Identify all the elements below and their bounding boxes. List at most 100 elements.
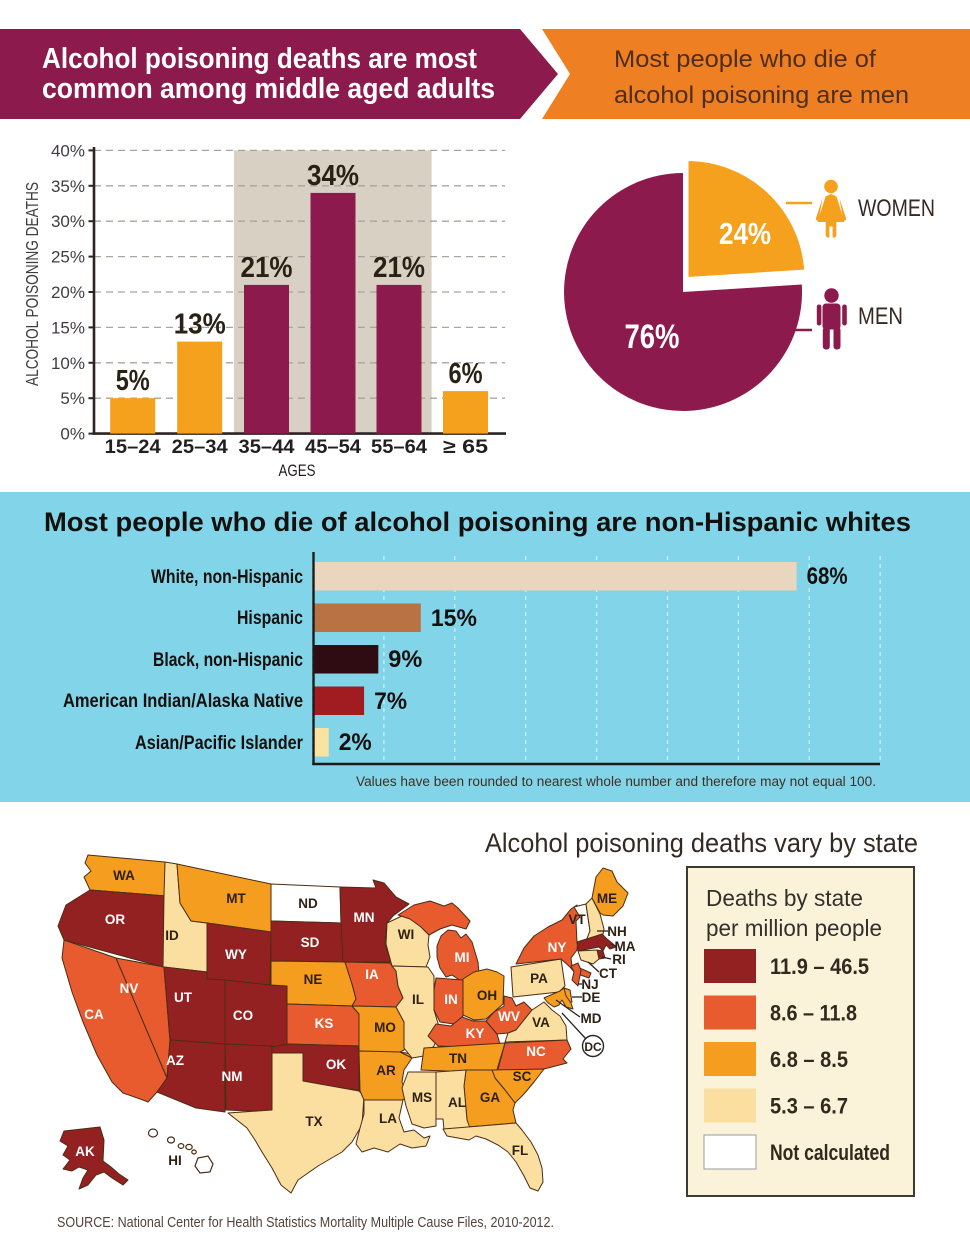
svg-text:UT: UT xyxy=(174,990,193,1005)
svg-text:SOURCE: National Center for He: SOURCE: National Center for Health Stati… xyxy=(57,1215,554,1231)
svg-text:40%: 40% xyxy=(51,141,85,160)
svg-text:21%: 21% xyxy=(241,252,293,284)
svg-text:TN: TN xyxy=(449,1051,467,1066)
svg-text:10%: 10% xyxy=(51,354,85,373)
svg-text:Deaths by state: Deaths by state xyxy=(706,885,863,911)
svg-text:Values have been rounded to ne: Values have been rounded to nearest whol… xyxy=(356,774,876,789)
svg-text:MD: MD xyxy=(581,1011,602,1026)
svg-text:FL: FL xyxy=(512,1143,529,1158)
svg-text:MA: MA xyxy=(615,939,636,954)
svg-text:15%: 15% xyxy=(431,605,477,632)
svg-text:IN: IN xyxy=(444,992,458,1007)
svg-text:NV: NV xyxy=(120,981,139,996)
svg-text:Not calculated: Not calculated xyxy=(770,1140,890,1165)
svg-text:13%: 13% xyxy=(174,309,226,341)
svg-text:AZ: AZ xyxy=(166,1053,184,1068)
svg-text:SC: SC xyxy=(513,1069,532,1084)
svg-text:IL: IL xyxy=(412,992,424,1007)
svg-text:AL: AL xyxy=(448,1095,466,1110)
svg-text:5%: 5% xyxy=(60,389,85,408)
svg-text:OK: OK xyxy=(326,1057,347,1072)
svg-text:DE: DE xyxy=(582,990,601,1005)
svg-text:2%: 2% xyxy=(339,729,372,756)
svg-text:NH: NH xyxy=(607,924,627,939)
svg-text:24%: 24% xyxy=(719,216,771,251)
svg-text:common among middle aged adult: common among middle aged adults xyxy=(42,73,495,105)
svg-text:45–54: 45–54 xyxy=(305,436,361,458)
svg-text:35%: 35% xyxy=(51,177,85,196)
svg-text:NC: NC xyxy=(526,1044,546,1059)
svg-text:AGES: AGES xyxy=(279,461,316,480)
svg-text:34%: 34% xyxy=(307,160,359,192)
svg-text:ID: ID xyxy=(165,928,179,943)
svg-text:VA: VA xyxy=(532,1015,550,1030)
svg-text:KS: KS xyxy=(315,1016,334,1031)
svg-text:SD: SD xyxy=(301,935,320,950)
svg-text:Most people who die of alcohol: Most people who die of alcohol poisoning… xyxy=(44,507,911,537)
svg-text:CO: CO xyxy=(233,1008,253,1023)
svg-text:White, non-Hispanic: White, non-Hispanic xyxy=(151,567,303,588)
svg-text:DC: DC xyxy=(584,1040,602,1054)
svg-text:Most people who die of: Most people who die of xyxy=(614,46,876,73)
svg-text:0%: 0% xyxy=(60,425,85,444)
svg-text:alcohol poisoning are men: alcohol poisoning are men xyxy=(614,82,909,109)
svg-text:Black, non-Hispanic: Black, non-Hispanic xyxy=(153,650,303,671)
svg-text:25%: 25% xyxy=(51,248,85,267)
svg-text:MEN: MEN xyxy=(858,303,903,330)
svg-text:8.6 – 11.8: 8.6 – 11.8 xyxy=(770,1001,857,1026)
svg-text:GA: GA xyxy=(480,1090,501,1105)
svg-text:76%: 76% xyxy=(625,318,680,356)
svg-text:Hispanic: Hispanic xyxy=(237,608,303,629)
svg-text:35–44: 35–44 xyxy=(239,436,295,458)
svg-text:NJ: NJ xyxy=(581,977,598,992)
svg-text:68%: 68% xyxy=(807,563,848,590)
svg-text:NM: NM xyxy=(222,1069,243,1084)
svg-text:7%: 7% xyxy=(374,688,407,715)
svg-text:OH: OH xyxy=(477,988,497,1003)
svg-text:≥ 65: ≥ 65 xyxy=(443,436,488,458)
svg-text:AK: AK xyxy=(75,1144,95,1159)
svg-text:CT: CT xyxy=(599,966,618,981)
svg-text:OR: OR xyxy=(105,912,126,927)
svg-text:VT: VT xyxy=(568,912,586,927)
svg-text:5.3 – 6.7: 5.3 – 6.7 xyxy=(770,1094,848,1119)
svg-text:ME: ME xyxy=(597,891,617,906)
svg-text:TX: TX xyxy=(305,1114,322,1129)
svg-text:WA: WA xyxy=(113,868,135,883)
svg-text:25–34: 25–34 xyxy=(172,436,228,458)
svg-text:MS: MS xyxy=(412,1090,432,1105)
svg-text:RI: RI xyxy=(612,952,626,967)
svg-text:15–24: 15–24 xyxy=(105,436,161,458)
svg-text:WI: WI xyxy=(398,927,415,942)
svg-text:per million people: per million people xyxy=(706,915,882,941)
svg-text:ND: ND xyxy=(298,896,318,911)
svg-text:MN: MN xyxy=(354,910,375,925)
svg-text:15%: 15% xyxy=(51,318,85,337)
svg-text:20%: 20% xyxy=(51,283,85,302)
svg-text:ALCOHOL POISONING DEATHS: ALCOHOL POISONING DEATHS xyxy=(22,182,42,386)
svg-text:WY: WY xyxy=(225,947,247,962)
svg-text:CA: CA xyxy=(84,1007,104,1022)
svg-text:21%: 21% xyxy=(373,252,425,284)
svg-text:PA: PA xyxy=(530,971,548,986)
svg-text:IA: IA xyxy=(365,967,379,982)
svg-text:MI: MI xyxy=(455,950,470,965)
svg-text:55–64: 55–64 xyxy=(371,436,427,458)
svg-text:HI: HI xyxy=(168,1153,182,1168)
svg-text:Asian/Pacific Islander: Asian/Pacific Islander xyxy=(135,733,304,754)
svg-text:LA: LA xyxy=(379,1111,397,1126)
svg-text:9%: 9% xyxy=(388,646,422,673)
svg-text:Alcohol poisoning deaths vary: Alcohol poisoning deaths vary by state xyxy=(485,828,918,858)
svg-text:6.8 – 8.5: 6.8 – 8.5 xyxy=(770,1047,848,1072)
svg-text:NE: NE xyxy=(304,972,323,987)
svg-text:11.9 – 46.5: 11.9 – 46.5 xyxy=(770,954,869,979)
svg-text:WV: WV xyxy=(498,1009,520,1024)
svg-text:5%: 5% xyxy=(116,365,150,397)
svg-text:6%: 6% xyxy=(449,358,483,390)
svg-text:WOMEN: WOMEN xyxy=(858,195,935,222)
svg-text:KY: KY xyxy=(466,1026,485,1041)
svg-text:30%: 30% xyxy=(51,212,85,231)
svg-text:American Indian/Alaska Native: American Indian/Alaska Native xyxy=(63,691,303,712)
svg-text:MO: MO xyxy=(374,1020,396,1035)
svg-text:Alcohol poisoning deaths are m: Alcohol poisoning deaths are most xyxy=(42,43,477,75)
